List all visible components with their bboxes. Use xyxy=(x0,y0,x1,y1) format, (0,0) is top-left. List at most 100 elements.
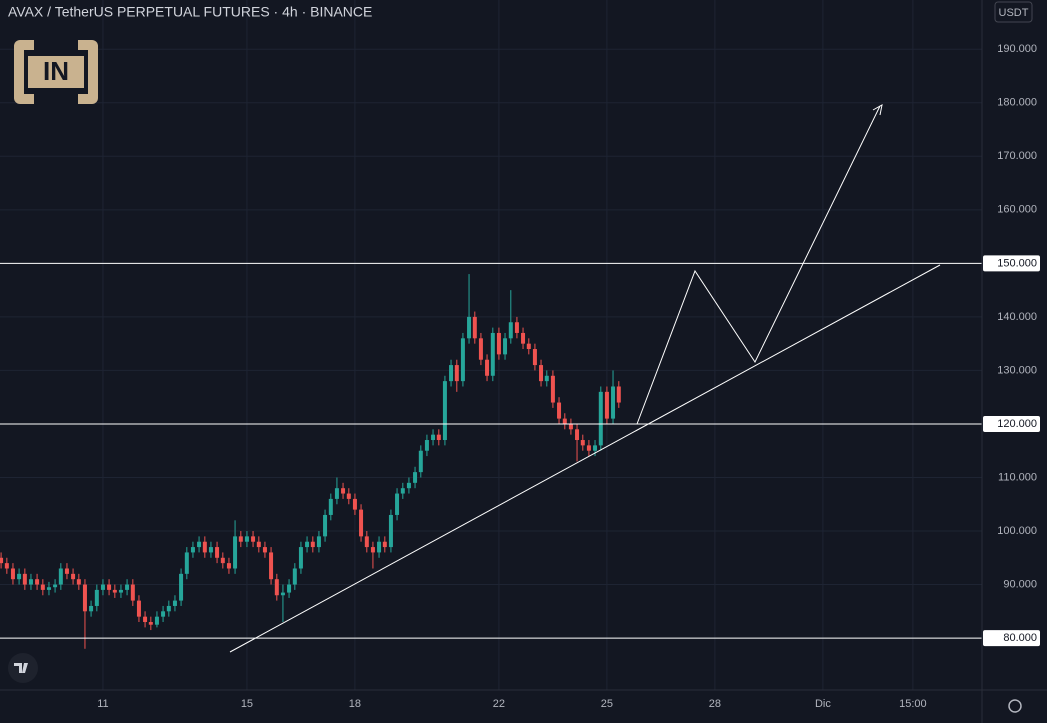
candle-body xyxy=(359,509,364,537)
candle-body xyxy=(370,547,375,553)
candle-body xyxy=(82,584,87,612)
x-tick-label: 28 xyxy=(709,698,721,710)
candle-body xyxy=(305,541,310,548)
candle-body xyxy=(508,322,513,339)
price-label-box xyxy=(983,415,1040,432)
candle-body xyxy=(40,584,45,590)
candle-body xyxy=(125,584,130,590)
y-tick-label: 120.000 xyxy=(997,418,1037,430)
candle-body xyxy=(208,547,213,553)
candle-body xyxy=(539,365,544,382)
candle-body xyxy=(328,498,333,515)
y-tick-label: 160.000 xyxy=(997,204,1037,216)
candle-body xyxy=(377,541,382,553)
x-tick-label: 25 xyxy=(601,698,613,710)
candle-body xyxy=(532,349,537,366)
candle-body xyxy=(503,338,508,355)
time-axis: 11 15 18 22 25 28 Dic 15:00 xyxy=(97,698,926,710)
logo-text: IN xyxy=(43,56,69,86)
candle-body xyxy=(388,514,393,548)
candle-body xyxy=(53,584,58,588)
candle-body xyxy=(292,568,297,585)
candle-body xyxy=(166,605,171,612)
candle-body xyxy=(94,589,99,606)
y-tick-label: 170.000 xyxy=(997,150,1037,162)
currency-button[interactable] xyxy=(994,1,1033,23)
candle-body xyxy=(382,541,387,548)
candle-body xyxy=(287,584,292,593)
candle-body xyxy=(544,375,549,382)
candle-body xyxy=(100,584,105,590)
candle-body xyxy=(71,573,76,580)
candle-body xyxy=(172,600,177,606)
y-tick-label: 140.000 xyxy=(997,311,1037,323)
settings-icon[interactable] xyxy=(1008,699,1022,713)
candle-body xyxy=(215,547,220,558)
candle-body xyxy=(431,434,436,441)
candle-body xyxy=(256,541,261,548)
levels xyxy=(0,262,982,639)
candle-body xyxy=(514,322,519,333)
y-tick-label: 130.000 xyxy=(997,364,1037,376)
candle-body xyxy=(226,563,231,569)
currency-label: USDT xyxy=(999,7,1029,19)
candle-body xyxy=(406,482,411,489)
candle-body xyxy=(526,343,531,350)
projection-path xyxy=(636,105,881,425)
arrow-head xyxy=(872,104,883,116)
candle-body xyxy=(454,365,459,382)
candles xyxy=(0,274,621,649)
candle-body xyxy=(460,338,465,382)
logo-plate xyxy=(28,56,84,88)
y-tick-label: 190.000 xyxy=(997,43,1037,55)
candle-body xyxy=(400,488,405,494)
candle-body xyxy=(107,584,112,590)
candle-body xyxy=(316,536,321,548)
y-tick-label: 100.000 xyxy=(997,525,1037,537)
candle-body xyxy=(575,429,580,441)
candle-body xyxy=(490,332,495,376)
candle-body xyxy=(118,589,123,593)
x-tick-label: 15 xyxy=(241,698,253,710)
candle-body xyxy=(593,445,598,451)
logo: IN xyxy=(14,40,98,104)
candle-body xyxy=(364,536,369,548)
price-label-box xyxy=(983,630,1040,647)
candle-body xyxy=(244,536,249,542)
candle-body xyxy=(46,587,51,590)
y-tick-label: 180.000 xyxy=(997,97,1037,109)
candle-body xyxy=(112,589,117,593)
candle-body xyxy=(238,536,243,542)
x-tick-label: 15:00 xyxy=(899,698,927,710)
y-tick-label: 150.000 xyxy=(997,257,1037,269)
candle-body xyxy=(478,338,483,360)
candle-body xyxy=(154,616,159,625)
drawings xyxy=(229,104,941,653)
candle-body xyxy=(472,316,477,339)
candle-body xyxy=(449,365,454,382)
candle-body xyxy=(197,541,202,548)
candle-body xyxy=(64,568,69,574)
candle-body xyxy=(418,450,423,473)
candle-body xyxy=(346,493,351,499)
tradingview-mark xyxy=(14,663,28,673)
candle-body xyxy=(598,391,603,446)
candle-body xyxy=(557,402,562,419)
candle-body xyxy=(562,418,567,424)
candle-body xyxy=(136,600,141,617)
candle-body xyxy=(616,386,621,403)
trend-line xyxy=(229,264,941,653)
price-axis: 80.000 90.000 100.000 110.000 120.000 130.000… xyxy=(983,43,1040,647)
candle-body xyxy=(550,375,555,403)
candle-body xyxy=(262,547,267,553)
logo-gap xyxy=(34,40,78,50)
candle-body xyxy=(202,541,207,553)
candle-body xyxy=(274,579,279,596)
candle-body xyxy=(580,440,585,446)
candle-body xyxy=(310,541,315,548)
candle-body xyxy=(442,381,447,441)
candle-body xyxy=(323,514,328,537)
y-tick-label: 90.000 xyxy=(1003,578,1037,590)
y-tick-label: 110.000 xyxy=(998,471,1037,483)
